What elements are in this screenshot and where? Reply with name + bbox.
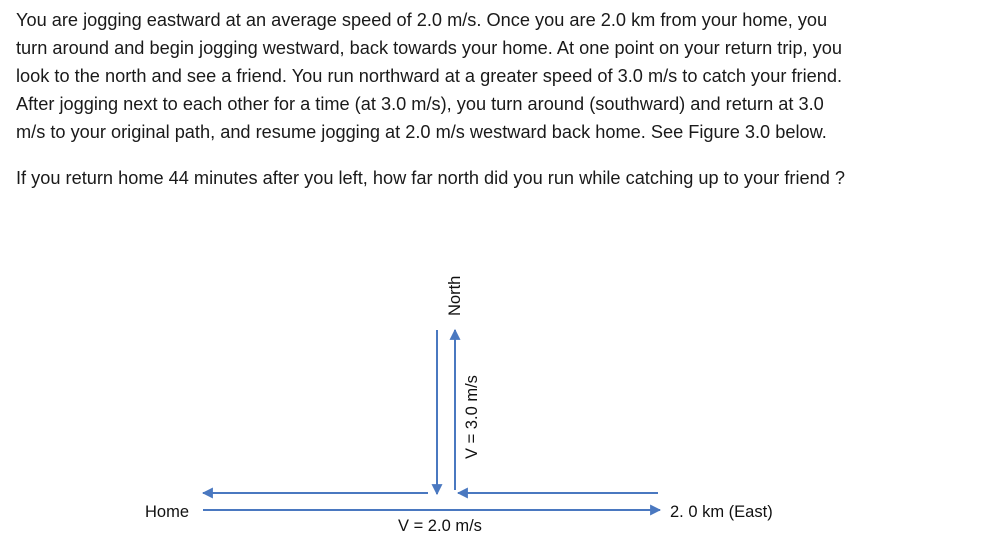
vertical-speed-label: V = 3.0 m/s (463, 375, 481, 459)
paragraph-line: m/s to your original path, and resume jo… (16, 122, 827, 142)
paragraph-line: You are jogging eastward at an average s… (16, 10, 828, 30)
north-label: North (446, 276, 464, 316)
problem-paragraph: You are jogging eastward at an average s… (16, 6, 976, 146)
paragraph-line: After jogging next to each other for a t… (16, 94, 824, 114)
east-distance-label: 2. 0 km (East) (670, 503, 773, 521)
horizontal-speed-label: V = 2.0 m/s (398, 517, 482, 535)
paragraph-line: turn around and begin jogging westward, … (16, 38, 843, 58)
question-paragraph: If you return home 44 minutes after you … (16, 164, 976, 192)
paragraph-line: look to the north and see a friend. You … (16, 66, 843, 86)
question-text: If you return home 44 minutes after you … (16, 168, 845, 188)
home-label: Home (145, 503, 189, 521)
